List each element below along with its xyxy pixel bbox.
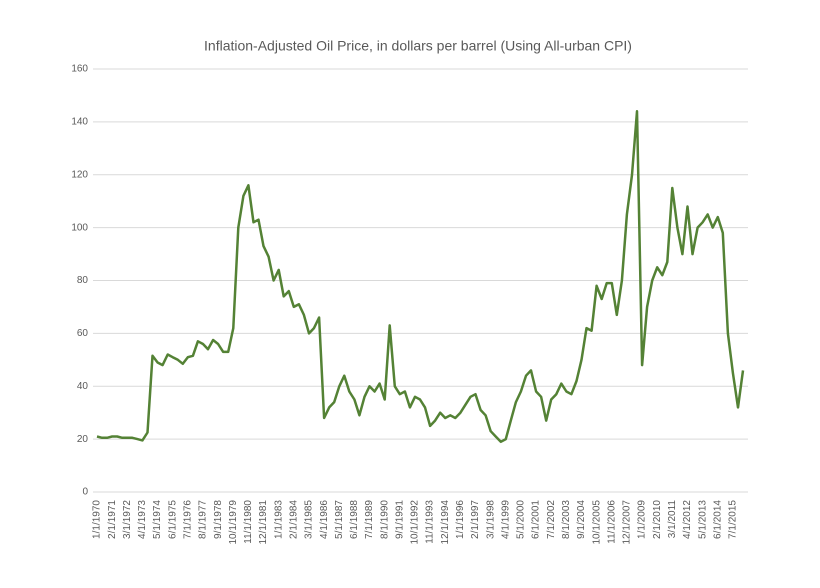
x-tick-label: 3/1/1985 — [304, 500, 315, 539]
x-tick-label: 7/1/1989 — [364, 500, 375, 539]
y-tick-label: 40 — [77, 381, 89, 392]
x-tick-label: 4/1/1986 — [319, 500, 330, 539]
x-tick-label: 9/1/1991 — [394, 500, 405, 539]
x-tick-label: 7/1/2015 — [728, 500, 739, 539]
x-tick-label: 11/1/1993 — [425, 500, 436, 544]
x-tick-label: 1/1/1970 — [92, 500, 103, 539]
x-tick-label: 12/1/2007 — [622, 500, 633, 545]
x-tick-label: 8/1/1977 — [198, 500, 209, 539]
x-tick-label: 11/1/1980 — [243, 500, 254, 544]
x-tick-label: 3/1/1998 — [485, 500, 496, 539]
x-tick-label: 4/1/1999 — [500, 500, 511, 539]
y-tick-label: 120 — [71, 169, 88, 180]
x-tick-label: 2/1/1984 — [288, 500, 299, 539]
x-tick-label: 2/1/1971 — [107, 500, 118, 539]
x-tick-label: 5/1/1987 — [334, 500, 345, 539]
x-tick-label: 6/1/1975 — [167, 500, 178, 539]
x-tick-label: 4/1/2012 — [682, 500, 693, 539]
x-tick-label: 3/1/1972 — [122, 500, 133, 539]
x-tick-label: 6/1/2001 — [531, 500, 542, 539]
x-tick-label: 10/1/2005 — [591, 500, 602, 545]
y-tick-label: 80 — [77, 275, 89, 286]
y-tick-label: 100 — [71, 222, 88, 233]
x-tick-label: 3/1/2011 — [667, 500, 678, 539]
x-tick-label: 5/1/1974 — [152, 500, 163, 539]
x-tick-label: 12/1/1981 — [258, 500, 269, 545]
y-tick-label: 0 — [82, 487, 88, 498]
chart-title: Inflation-Adjusted Oil Price, in dollars… — [204, 38, 632, 54]
y-tick-label: 140 — [71, 117, 88, 128]
x-tick-label: 2/1/1997 — [470, 500, 481, 539]
x-tick-label: 6/1/2014 — [712, 500, 723, 539]
x-tick-label: 9/1/2004 — [576, 500, 587, 539]
x-tick-label: 1/1/2009 — [637, 500, 648, 539]
x-tick-label: 12/1/1994 — [440, 500, 451, 545]
x-tick-label: 5/1/2013 — [697, 500, 708, 539]
x-tick-label: 2/1/2010 — [652, 500, 663, 539]
x-tick-label: 6/1/1988 — [349, 500, 360, 539]
x-tick-label: 10/1/1992 — [410, 500, 421, 545]
x-tick-label: 7/1/2002 — [546, 500, 557, 539]
x-tick-label: 4/1/1973 — [137, 500, 148, 539]
x-tick-label: 1/1/1996 — [455, 500, 466, 539]
x-tick-label: 7/1/1976 — [182, 500, 193, 539]
y-tick-label: 20 — [77, 434, 89, 445]
x-tick-label: 1/1/1983 — [273, 500, 284, 539]
data-line — [96, 110, 745, 444]
x-tick-label: 5/1/2000 — [516, 500, 527, 539]
x-tick-label: 9/1/1978 — [213, 500, 224, 539]
x-tick-label: 11/1/2006 — [606, 500, 617, 544]
y-tick-label: 60 — [77, 328, 89, 339]
x-tick-label: 8/1/1990 — [379, 500, 390, 539]
x-tick-label: 8/1/2003 — [561, 500, 572, 539]
y-tick-label: 160 — [71, 64, 88, 75]
x-tick-label: 10/1/1979 — [228, 500, 239, 545]
